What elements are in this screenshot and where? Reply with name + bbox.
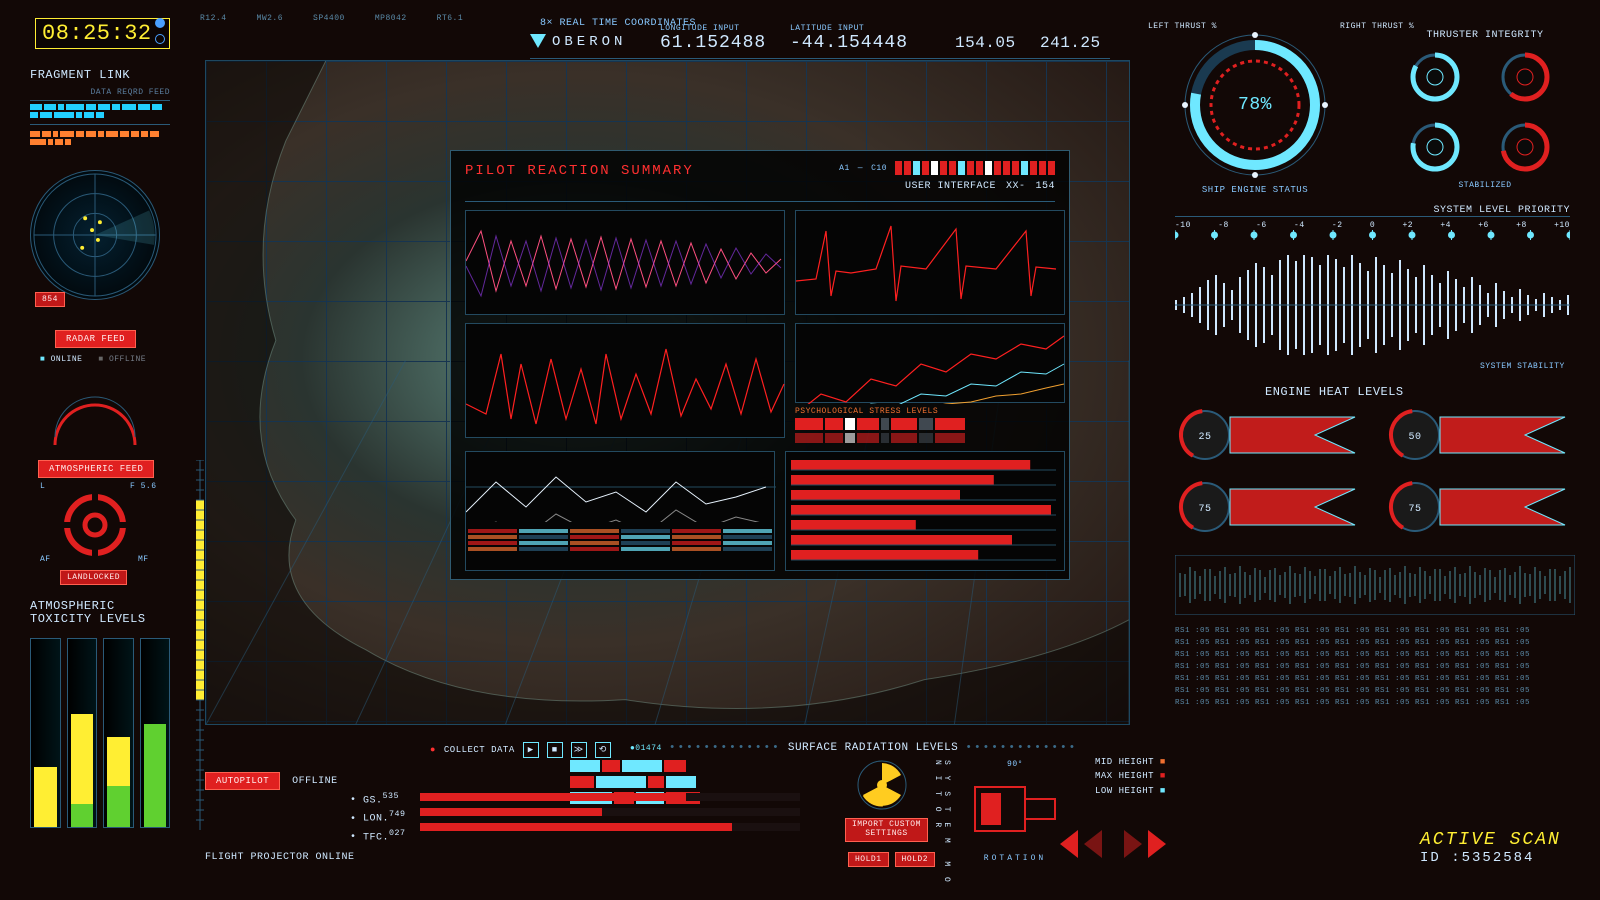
radar-tag: 854 [35, 292, 65, 307]
longitude-readout: LONGITUDE INPUT 61.152488 [660, 24, 766, 53]
svg-text:25: 25 [1198, 432, 1211, 443]
height-legend: MID HEIGHT ■ MAX HEIGHT ■ LOW HEIGHT ■ [1095, 755, 1166, 798]
stability-label: SYSTEM STABILITY [1480, 362, 1565, 371]
svg-text:75: 75 [1408, 504, 1421, 515]
redline-chart [465, 323, 785, 438]
aux-readout-b: 241.25 [1040, 34, 1101, 52]
fragment-link-label: FRAGMENT LINK [30, 68, 130, 82]
atmo-f: F 5.6 [130, 482, 157, 491]
active-scan: ACTIVE SCAN ID :5352584 [1420, 830, 1561, 866]
clock-time: 08:25:32 [35, 18, 170, 49]
fragment-link-data: DATA REQRD FEED [30, 88, 170, 145]
data-tape [1175, 555, 1575, 615]
pilot-title: PILOT REACTION SUMMARY [465, 163, 694, 179]
radar-feed-button[interactable]: RADAR FEED [55, 330, 136, 348]
hbar-chart [785, 451, 1065, 571]
map-name: OBERON [530, 34, 626, 50]
system-clock: 08:25:32 [35, 18, 170, 49]
psy-label: PSYCHOLOGICAL STRESS LEVELS [795, 407, 1065, 416]
engine-pct: 78% [1238, 95, 1272, 115]
toxicity-label: ATMOSPHERICTOXICITY LEVELS [30, 600, 146, 626]
ship-engine-label: SHIP ENGINE STATUS [1200, 185, 1310, 195]
system-level-priority: SYSTEM LEVEL PRIORITY -10-8-6-4-20+2+4+6… [1175, 205, 1570, 249]
gs-readouts: GS.535 LON.749 TFC.027 [350, 790, 406, 845]
thruster-integrity: THRUSTER INTEGRITY STABILIZED [1400, 30, 1570, 190]
radiation-icon [855, 758, 910, 818]
rotation-gauge: 90° ROTATION [955, 760, 1075, 863]
svg-text:50: 50 [1408, 432, 1421, 443]
hold1-button[interactable]: HOLD1 [848, 852, 889, 867]
autopilot-badge: AUTOPILOT [205, 772, 280, 790]
engine-heat-gauges: 25 50 75 75 [1175, 405, 1575, 537]
mini-chart [465, 451, 775, 571]
chevron-left-icon[interactable] [1084, 830, 1102, 858]
rotation-arrows[interactable] [1060, 830, 1166, 858]
hold2-button[interactable]: HOLD2 [895, 852, 936, 867]
triangle-icon [530, 34, 546, 48]
chevron-right-icon[interactable] [1124, 830, 1142, 858]
toxicity-bars [30, 638, 170, 828]
surface-radiation-label: ●01474 SURFACE RADIATION LEVELS [630, 742, 1077, 754]
landlocked-badge: LANDLOCKED [60, 570, 127, 585]
pilot-reaction-panel: PILOT REACTION SUMMARY A1—C10 USER INTER… [450, 150, 1070, 580]
engine-status-ring: 78% [1180, 30, 1330, 180]
fwd-button[interactable]: ≫ [571, 742, 587, 758]
record-icon: ● [430, 745, 436, 755]
fragment-bars [30, 104, 170, 118]
latitude-readout: LATITUDE INPUT -44.154448 [790, 24, 908, 53]
atmo-gauge [45, 395, 145, 455]
divider [530, 58, 1110, 59]
atmo-l: L [40, 482, 45, 491]
gs-bars [420, 793, 800, 838]
pilot-subline: A1—C10 [839, 161, 1055, 175]
hold-buttons: HOLD1 HOLD2 [848, 852, 935, 867]
radar-scope[interactable] [30, 170, 160, 300]
engine-heat-label: ENGINE HEAT LEVELS [1265, 385, 1404, 399]
collect-data-controls: ● COLLECT DATA ▶ ■ ≫ ⟲ [430, 742, 611, 758]
multiline-chart [795, 323, 1065, 403]
atmo-af: AF [40, 555, 51, 564]
psy-bars [795, 418, 1065, 430]
collect-label: COLLECT DATA [444, 745, 515, 755]
import-settings-button[interactable]: IMPORT CUSTOMSETTINGS [845, 818, 928, 842]
system-monitor-label: S Y S T E M M O N I T O R [933, 760, 951, 900]
autopilot-status: AUTOPILOT OFFLINE [205, 772, 338, 790]
stop-button[interactable]: ■ [547, 742, 563, 758]
chevron-left-icon[interactable] [1060, 830, 1078, 858]
atmo-mf: MF [138, 555, 149, 564]
data-matrix: RS1 :05 RS1 :05 RS1 :05 RS1 :05 RS1 :05 … [1175, 625, 1575, 745]
indicator-dots [155, 18, 165, 44]
ekg-chart [795, 210, 1065, 315]
svg-text:75: 75 [1198, 504, 1211, 515]
play-button[interactable]: ▶ [523, 742, 539, 758]
target-reticle-icon [60, 490, 130, 565]
flight-projector-label: FLIGHT PROJECTOR ONLINE [205, 852, 355, 863]
loop-button[interactable]: ⟲ [595, 742, 611, 758]
radar-status: ■ ONLINE ■ OFFLINE [40, 355, 146, 364]
aux-readout-a: 154.05 [955, 34, 1016, 52]
stability-waveform [1175, 255, 1570, 355]
ui-label: USER INTERFACE [905, 181, 996, 192]
wave-chart [465, 210, 785, 315]
atmospheric-feed-button[interactable]: ATMOSPHERIC FEED [38, 460, 154, 478]
chevron-right-icon[interactable] [1148, 830, 1166, 858]
